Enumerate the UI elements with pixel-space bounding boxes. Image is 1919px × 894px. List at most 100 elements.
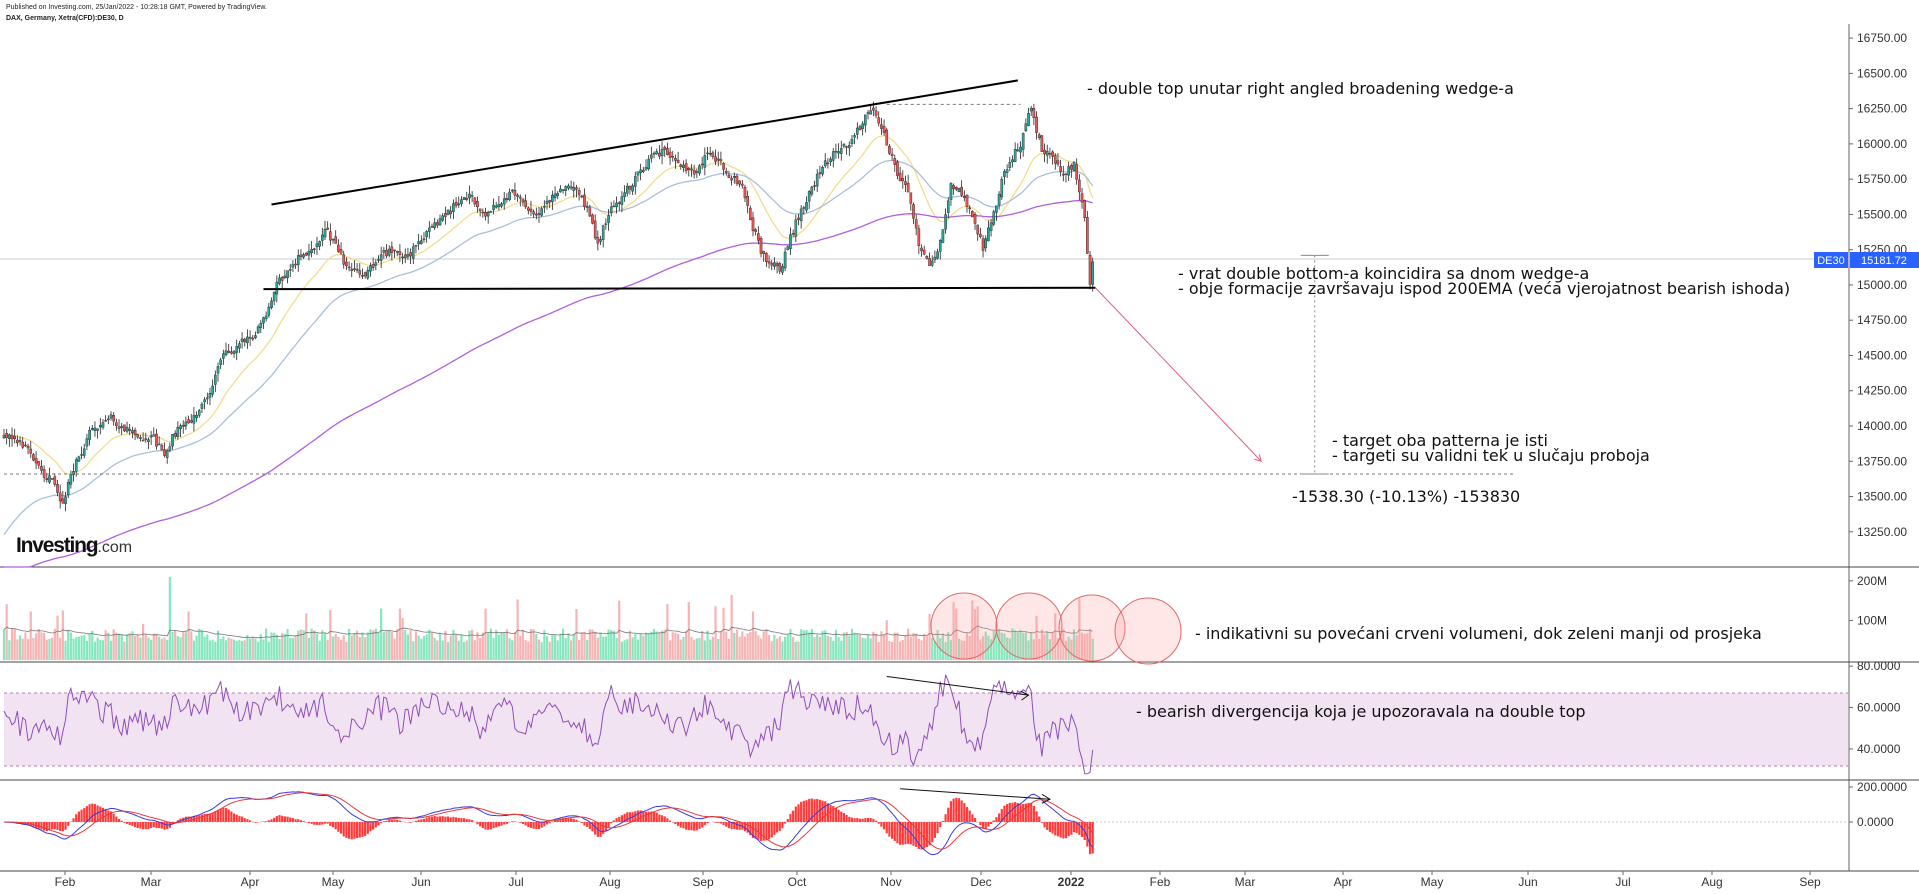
macd-histogram-bar bbox=[219, 808, 222, 822]
macd-histogram-bar bbox=[826, 803, 829, 822]
volume-bar bbox=[519, 635, 522, 660]
volume-bar bbox=[580, 632, 583, 660]
macd-histogram-bar bbox=[628, 812, 632, 822]
candle bbox=[452, 199, 455, 220]
candle bbox=[564, 185, 568, 197]
macd-histogram-bar bbox=[923, 822, 926, 849]
volume-bar bbox=[1051, 632, 1054, 660]
candle bbox=[189, 414, 193, 424]
volume-bar bbox=[1008, 638, 1011, 660]
candle bbox=[1056, 152, 1060, 167]
macd-histogram-bar bbox=[83, 808, 86, 822]
volume-bar bbox=[249, 638, 252, 660]
macd-histogram-bar bbox=[564, 817, 567, 822]
volume-bar bbox=[452, 629, 455, 660]
macd-histogram-bar bbox=[1054, 822, 1057, 836]
volume-bar bbox=[511, 640, 514, 660]
candle bbox=[690, 164, 693, 177]
candle bbox=[631, 183, 634, 196]
candle bbox=[208, 387, 212, 406]
volume-bar bbox=[955, 608, 958, 660]
volume-bar bbox=[259, 634, 262, 660]
candle bbox=[1086, 210, 1089, 254]
macd-histogram-bar bbox=[99, 806, 102, 822]
volume-bar bbox=[131, 631, 134, 660]
volume-bar bbox=[21, 638, 24, 660]
candle bbox=[323, 220, 327, 241]
candle bbox=[706, 146, 709, 161]
candle bbox=[454, 197, 458, 209]
macd-histogram-bar bbox=[323, 822, 327, 824]
macd-histogram-bar bbox=[53, 822, 56, 830]
candle bbox=[398, 244, 402, 263]
volume-bar bbox=[457, 640, 460, 660]
macd-histogram-bar bbox=[706, 822, 709, 824]
candle bbox=[505, 193, 509, 203]
volume-bar bbox=[479, 637, 482, 660]
volume-bar bbox=[489, 628, 492, 660]
macd-histogram-bar bbox=[511, 821, 514, 822]
macd-histogram-bar bbox=[211, 812, 214, 822]
macd-histogram-bar bbox=[677, 822, 680, 826]
macd-histogram-bar bbox=[382, 821, 385, 822]
macd-histogram-bar bbox=[789, 814, 792, 822]
candle bbox=[262, 316, 265, 330]
candle bbox=[187, 415, 190, 424]
candle bbox=[1024, 118, 1028, 133]
target-projection-line bbox=[1095, 287, 1262, 462]
volume-bar bbox=[885, 620, 888, 660]
volume-bar bbox=[200, 630, 204, 660]
macd-histogram-bar bbox=[634, 811, 637, 822]
rsi-divergence-arrowhead bbox=[1020, 690, 1030, 701]
volume-bar bbox=[1046, 631, 1049, 660]
candle bbox=[674, 154, 677, 169]
candle bbox=[278, 274, 281, 286]
volume-bar bbox=[356, 630, 359, 660]
candle bbox=[468, 185, 471, 205]
volume-bar bbox=[963, 640, 966, 660]
x-axis-ticks: Feb Mar Apr May Jun Jul Aug Sep Oct Nov Dec 2022 Feb… bbox=[55, 871, 1821, 889]
y-axis-ticks: 16750.00 16500.00 16250.00 16000.00 15750.00… bbox=[1849, 31, 1907, 829]
macd-histogram-bar bbox=[864, 818, 867, 822]
candle bbox=[339, 242, 343, 255]
candle bbox=[446, 209, 450, 216]
candle bbox=[556, 191, 560, 200]
volume-bar bbox=[297, 630, 300, 660]
candle bbox=[139, 434, 142, 442]
volume-bar bbox=[430, 632, 434, 660]
macd-tick-label: 0.0000 bbox=[1857, 815, 1894, 829]
volume-bar bbox=[1070, 639, 1073, 660]
volume-bar bbox=[422, 636, 426, 660]
volume-bar bbox=[339, 639, 343, 660]
candle bbox=[304, 252, 308, 257]
macd-histogram-bar bbox=[947, 807, 950, 822]
volume-bar bbox=[711, 636, 714, 660]
macd-histogram-bar bbox=[1059, 822, 1062, 838]
volume-bar bbox=[840, 640, 843, 660]
macd-histogram-bar bbox=[797, 804, 800, 822]
volume-bar bbox=[80, 635, 83, 660]
volume-bar bbox=[834, 629, 838, 660]
volume-bar bbox=[216, 630, 220, 660]
macd-histogram-bar bbox=[380, 822, 383, 824]
candle bbox=[877, 111, 881, 127]
candle bbox=[529, 200, 533, 216]
candle bbox=[350, 262, 354, 278]
candle bbox=[839, 140, 843, 161]
volume-bar bbox=[37, 629, 40, 660]
candle bbox=[727, 170, 731, 179]
pattern-lines bbox=[4, 79, 1516, 475]
candle bbox=[949, 182, 953, 206]
macd-histogram-bar bbox=[385, 820, 388, 822]
candle bbox=[460, 196, 463, 207]
volume-bar bbox=[805, 629, 808, 660]
macd-histogram-bar bbox=[925, 822, 928, 848]
macd-histogram-bar bbox=[334, 822, 337, 830]
volume-bar bbox=[1064, 640, 1068, 660]
candle bbox=[904, 175, 907, 193]
candle bbox=[666, 142, 669, 156]
candle bbox=[973, 211, 977, 230]
macd-histogram-bar bbox=[888, 822, 891, 837]
candle bbox=[572, 181, 576, 198]
